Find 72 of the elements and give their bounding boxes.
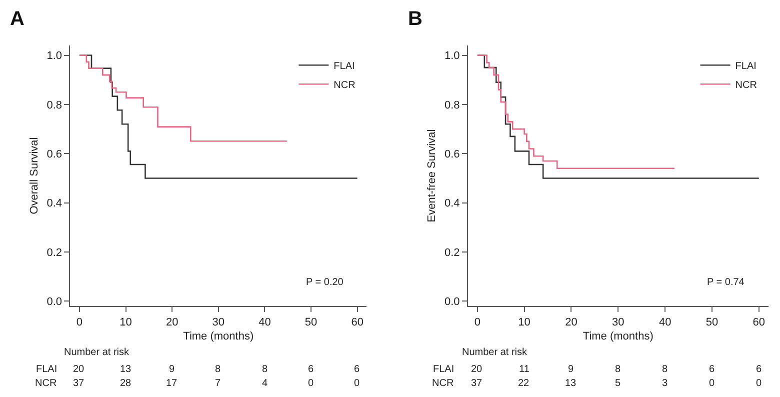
text: 9 bbox=[568, 364, 574, 375]
text: 0 bbox=[354, 378, 360, 389]
text: 9 bbox=[169, 364, 175, 375]
annotation: P = 0.20 bbox=[306, 277, 344, 288]
x-tick-label: 30 bbox=[212, 316, 225, 328]
text: 11 bbox=[519, 364, 530, 375]
chart-title: B bbox=[408, 8, 422, 30]
x-tick-label: 0 bbox=[76, 316, 83, 328]
text: 8 bbox=[662, 364, 668, 375]
x-tick-label: 10 bbox=[120, 316, 132, 328]
x-axis-title: Time (months) bbox=[582, 330, 654, 343]
x-tick-label: 10 bbox=[518, 316, 530, 328]
text: 6 bbox=[709, 364, 715, 375]
text: 13 bbox=[120, 364, 132, 375]
text: 0 bbox=[756, 378, 762, 389]
chart-title: A bbox=[10, 8, 24, 30]
x-axis-title: Time (months) bbox=[183, 330, 254, 343]
legend-label: FLAI bbox=[735, 61, 756, 72]
text: 20 bbox=[73, 364, 85, 375]
x-tick-label: 60 bbox=[752, 316, 766, 328]
text: 28 bbox=[120, 378, 132, 389]
y-tick-label: 0.8 bbox=[444, 99, 460, 112]
y-axis-title: Overall Survival bbox=[28, 137, 40, 214]
legend-label: NCR bbox=[334, 80, 356, 92]
text: FLAI bbox=[36, 364, 58, 375]
y-tick-label: 0.0 bbox=[444, 296, 460, 308]
text: 22 bbox=[518, 378, 530, 389]
y-tick-label: 0.6 bbox=[444, 148, 460, 160]
x-tick-label: 40 bbox=[258, 316, 271, 328]
text: 13 bbox=[565, 378, 577, 389]
x-tick-label: 40 bbox=[658, 316, 672, 328]
text: 37 bbox=[471, 378, 483, 389]
legend-label: FLAI bbox=[334, 61, 355, 72]
y-axis-title: Event-free Survival bbox=[426, 129, 438, 222]
text: 7 bbox=[215, 378, 221, 389]
x-tick-label: 20 bbox=[565, 316, 578, 328]
text: 17 bbox=[166, 378, 178, 389]
text: 4 bbox=[262, 378, 268, 389]
y-tick-label: 0.2 bbox=[444, 246, 460, 259]
x-tick-label: 20 bbox=[166, 316, 178, 328]
x-tick-label: 30 bbox=[612, 316, 624, 328]
text: 37 bbox=[73, 378, 85, 389]
y-tick-label: 1.0 bbox=[444, 50, 460, 62]
text: 0 bbox=[709, 378, 715, 389]
y-tick-label: 0.8 bbox=[46, 99, 62, 112]
text: 5 bbox=[615, 378, 621, 389]
y-tick-label: 0.4 bbox=[46, 198, 62, 210]
annotation: P = 0.74 bbox=[707, 277, 745, 288]
x-tick-label: 60 bbox=[351, 316, 364, 328]
text: Number at risk bbox=[64, 347, 130, 358]
text: 6 bbox=[354, 364, 360, 375]
text: FLAI bbox=[433, 364, 454, 375]
x-tick-label: 50 bbox=[706, 316, 718, 328]
text: 8 bbox=[615, 364, 621, 375]
x-tick-label: 50 bbox=[304, 316, 318, 328]
y-tick-label: 0.0 bbox=[46, 296, 62, 308]
text: 6 bbox=[756, 364, 762, 375]
text: NCR bbox=[35, 378, 57, 389]
text: 8 bbox=[262, 364, 268, 375]
text: 3 bbox=[662, 378, 668, 389]
x-tick-label: 0 bbox=[474, 316, 480, 328]
text: Number at risk bbox=[462, 347, 528, 358]
text: 20 bbox=[471, 364, 483, 375]
y-tick-label: 1.0 bbox=[46, 50, 62, 62]
y-tick-label: 0.2 bbox=[46, 246, 62, 259]
y-tick-label: 0.4 bbox=[444, 198, 460, 210]
text: 6 bbox=[308, 364, 314, 375]
text: 8 bbox=[215, 364, 221, 375]
legend-label: NCR bbox=[735, 80, 757, 92]
text: NCR bbox=[432, 378, 454, 389]
text: 0 bbox=[308, 378, 314, 389]
y-tick-label: 0.6 bbox=[46, 148, 62, 160]
